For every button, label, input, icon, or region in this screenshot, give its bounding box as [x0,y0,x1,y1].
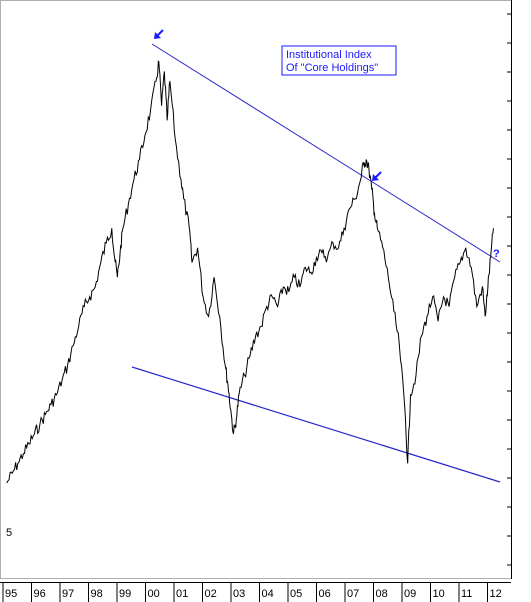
x-tick-label: 10 [433,588,445,600]
x-tick-label: 12 [490,588,502,600]
series-line [6,60,494,484]
x-tick-label: 98 [91,588,103,600]
x-tick-label: 97 [62,588,74,600]
x-tick-label: 11 [461,588,472,600]
x-tick-label: 07 [347,588,359,600]
x-tick-label: 95 [5,588,17,600]
x-tick-label: 04 [262,588,274,600]
x-axis-ticks [2,582,488,602]
annotation-line-2: Of "Core Holdings" [286,62,378,74]
annotation-line-1: Institutional Index [286,49,372,61]
x-tick-label: 99 [119,588,131,600]
x-tick-label: 96 [34,588,46,600]
x-tick-label: 02 [205,588,217,600]
plot-frame [0,0,512,579]
y-tick-label: 5 [6,527,12,539]
x-tick-label: 09 [404,588,416,600]
x-tick-label: 05 [290,588,302,600]
peak-arrow-icon [372,171,382,181]
x-tick-label: 01 [176,588,188,600]
x-axis-labels: 95 96 97 98 99 00 01 02 03 04 05 06 07 08 09 10 11 12 [5,588,502,600]
annotation-box [281,45,397,76]
upper-trendline [151,43,501,263]
x-tick-label: 08 [376,588,388,600]
x-tick-label: 03 [233,588,245,600]
x-tick-label: 06 [319,588,331,600]
lower-trendline [131,366,501,483]
y-axis-ticks [507,13,511,566]
x-tick-label: 00 [148,588,160,600]
question-mark: ? [493,248,500,260]
peak-arrow-icon [154,29,164,39]
